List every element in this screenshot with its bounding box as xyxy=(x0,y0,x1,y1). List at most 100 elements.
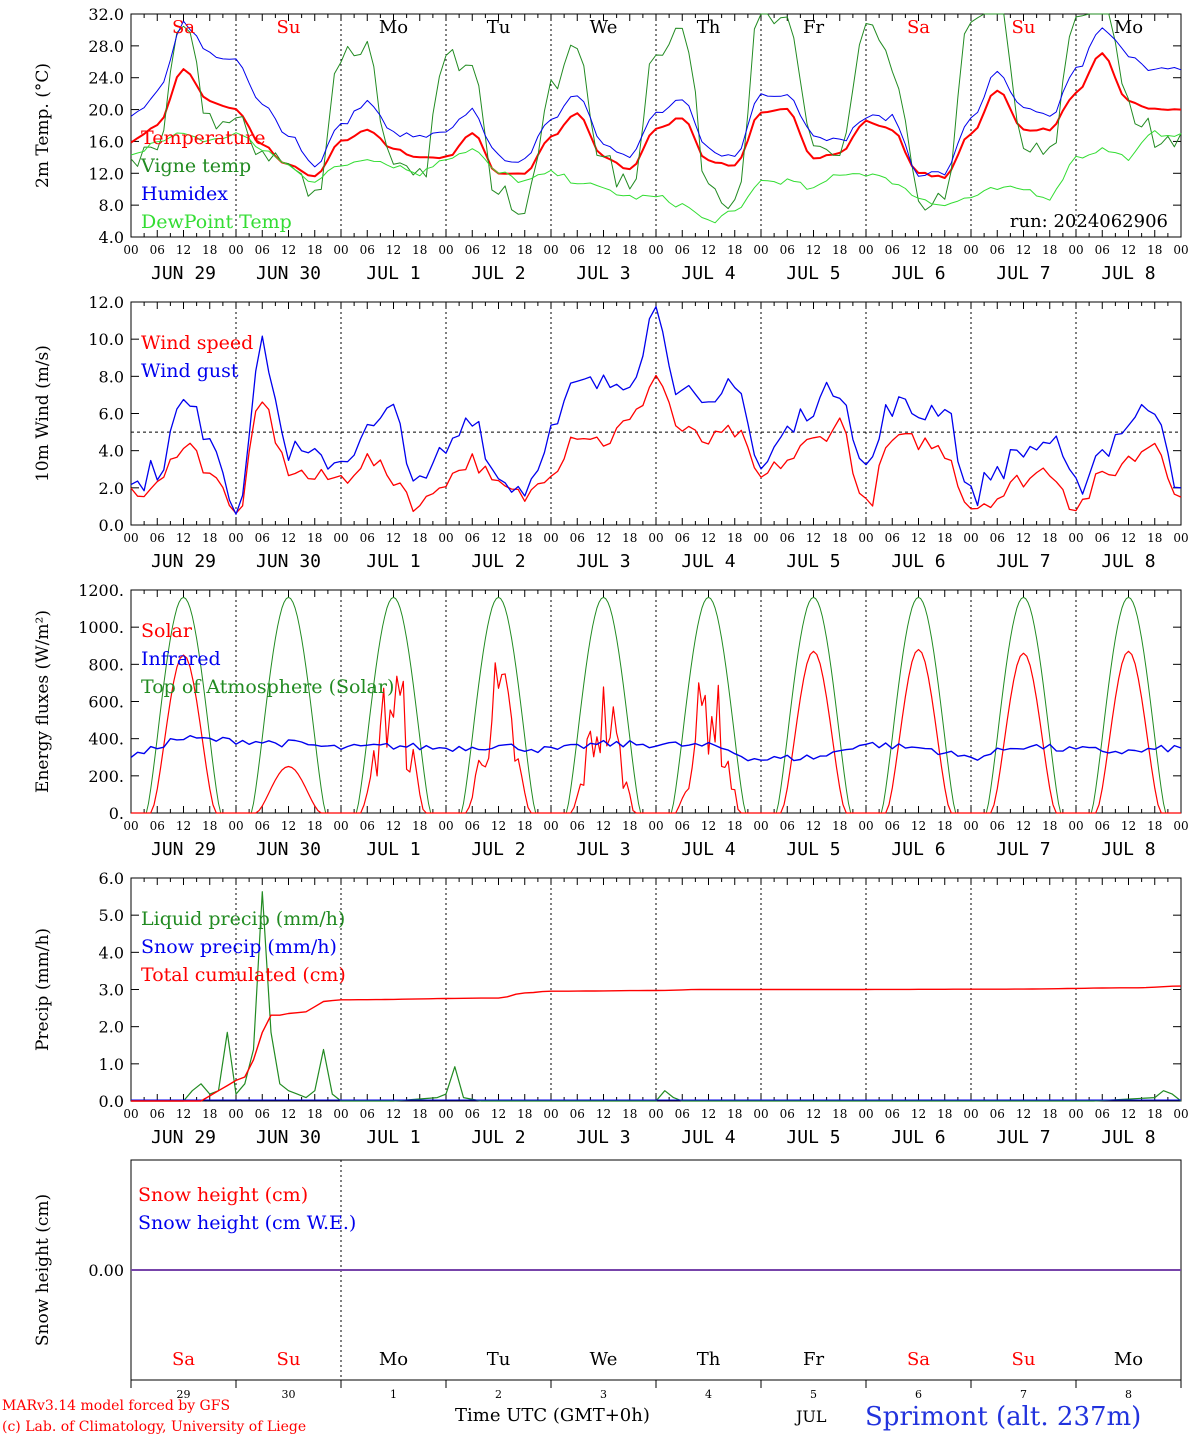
hour-tick-label: 12 xyxy=(386,243,401,257)
y-tick-label: 8.0 xyxy=(99,367,124,386)
hour-tick-label: 06 xyxy=(1095,819,1110,833)
date-label: JUL 8 xyxy=(1101,263,1155,284)
legend-precip: Liquid precip (mm/h) Snow precip (mm/h) To… xyxy=(141,908,346,986)
hour-tick-label: 18 xyxy=(202,531,217,545)
hour-tick-label: 00 xyxy=(123,531,138,545)
series-wind-gust xyxy=(130,306,1182,515)
date-label: JUL 5 xyxy=(786,263,840,284)
date-label: JUN 30 xyxy=(256,1127,321,1148)
hour-tick-label: 00 xyxy=(228,531,243,545)
y-tick-label: 2.0 xyxy=(99,479,124,498)
date-label: JUL 5 xyxy=(786,551,840,572)
date-label: JUL 2 xyxy=(471,263,525,284)
hour-tick-label: 18 xyxy=(307,243,322,257)
hour-tick-label: 18 xyxy=(1147,819,1162,833)
y-tick-label: 12.0 xyxy=(88,293,124,312)
hour-tick-label: 18 xyxy=(937,243,952,257)
panel-temp-frame: 00 06 12 18 00 06 12 18 00 06 12 18 00 06 12 18 00 06 12 18… xyxy=(123,13,1189,284)
hour-tick-label: 12 xyxy=(1121,531,1136,545)
hour-tick-label: 06 xyxy=(1095,531,1110,545)
date-label: JUL 2 xyxy=(471,1127,525,1148)
date-label: JUN 29 xyxy=(151,839,216,860)
y-tick-label: 0.0 xyxy=(99,1092,124,1111)
day-number: 2 xyxy=(495,1388,502,1401)
hour-tick-label: 18 xyxy=(832,243,847,257)
hour-tick-label: 00 xyxy=(1173,243,1188,257)
y-axis-label: Energy fluxes (W/m²) xyxy=(33,610,53,793)
credit-lab: (c) Lab. of Climatology, University of L… xyxy=(2,1419,307,1435)
y-axis-label: 2m Temp. (°C) xyxy=(33,63,53,188)
hour-tick-label: 06 xyxy=(990,1107,1005,1121)
series-liquid-precip xyxy=(131,891,1182,1102)
hour-tick-label: 00 xyxy=(333,819,348,833)
hour-tick-label: 12 xyxy=(596,243,611,257)
y-tick-label: 32.0 xyxy=(88,5,124,24)
day-name: Fr xyxy=(803,1349,824,1370)
hour-tick-label: 06 xyxy=(990,819,1005,833)
precip-series xyxy=(131,891,1182,1102)
hour-tick-label: 18 xyxy=(622,819,637,833)
hour-tick-label: 18 xyxy=(412,1107,427,1121)
hour-tick-label: 12 xyxy=(806,531,821,545)
hour-tick-label: 00 xyxy=(333,1107,348,1121)
hour-tick-label: 12 xyxy=(701,819,716,833)
hour-tick-label: 18 xyxy=(622,243,637,257)
y-tick-label: 800. xyxy=(88,655,124,674)
hour-tick-label: 06 xyxy=(1095,1107,1110,1121)
date-label: JUL 6 xyxy=(891,551,945,572)
hour-tick-label: 12 xyxy=(806,1107,821,1121)
day-name: Th xyxy=(697,17,721,38)
hour-tick-label: 00 xyxy=(753,819,768,833)
day-name: Mo xyxy=(1114,1349,1143,1370)
hour-tick-label: 12 xyxy=(911,243,926,257)
date-label: JUL 4 xyxy=(681,263,735,284)
hour-tick-label: 00 xyxy=(963,531,978,545)
y-axis-precip: 0.0 1.0 2.0 3.0 4.0 5.0 6.0 Precip (mm/h) xyxy=(33,869,1181,1111)
day-names-top: Sa Su Mo Tu We Th Fr Sa Su Mo xyxy=(172,17,1143,38)
y-tick-label: 0.0 xyxy=(99,516,124,535)
day-number: 29 xyxy=(177,1388,191,1401)
hour-tick-label: 00 xyxy=(753,243,768,257)
hour-tick-label: 12 xyxy=(176,1107,191,1121)
legend-entry: Vigne temp xyxy=(140,155,251,177)
hour-tick-label: 00 xyxy=(228,243,243,257)
panel-precip-frame: 00 06 12 18 00 06 12 18 00 06 12 18 00 06 12 18 00 06 12 18… xyxy=(123,877,1189,1148)
energy-series xyxy=(130,596,1182,814)
day-name: Mo xyxy=(379,17,408,38)
hour-tick-label: 12 xyxy=(1016,1107,1031,1121)
hour-tick-label: 18 xyxy=(412,243,427,257)
hour-tick-label: 06 xyxy=(360,1107,375,1121)
hour-tick-label: 12 xyxy=(491,531,506,545)
hour-tick-label: 18 xyxy=(1042,819,1057,833)
legend-temp: Temperature Vigne temp Humidex DewPoint Tem… xyxy=(140,127,292,233)
y-tick-label: 5.0 xyxy=(99,906,124,925)
hour-tick-label: 12 xyxy=(701,531,716,545)
hour-tick-label: 06 xyxy=(255,1107,270,1121)
hour-tick-label: 06 xyxy=(885,1107,900,1121)
hour-tick-label: 00 xyxy=(858,819,873,833)
date-label: JUL 7 xyxy=(996,263,1050,284)
y-tick-label: 3.0 xyxy=(99,981,124,1000)
legend-snow: Snow height (cm) Snow height (cm W.E.) xyxy=(138,1184,356,1234)
y-tick-label: 4.0 xyxy=(99,228,124,247)
hour-tick-label: 18 xyxy=(517,1107,532,1121)
hour-tick-label: 18 xyxy=(622,531,637,545)
day-name: Sa xyxy=(172,17,195,38)
day-name: Th xyxy=(697,1349,721,1370)
day-number: 7 xyxy=(1020,1388,1027,1401)
hour-tick-label: 06 xyxy=(780,243,795,257)
hour-tick-label: 06 xyxy=(255,531,270,545)
hour-tick-label: 00 xyxy=(963,819,978,833)
hour-tick-label: 12 xyxy=(596,819,611,833)
hour-tick-label: 06 xyxy=(570,243,585,257)
y-tick-label: 20.0 xyxy=(88,101,124,120)
station-title: Sprimont (alt. 237m) xyxy=(865,1402,1142,1432)
day-name: Mo xyxy=(1114,17,1143,38)
hour-tick-label: 06 xyxy=(780,531,795,545)
y-tick-label: 4.0 xyxy=(99,442,124,461)
credit-model: MARv3.14 model forced by GFS xyxy=(2,1398,231,1414)
hour-tick-label: 18 xyxy=(1042,531,1057,545)
hour-tick-label: 06 xyxy=(150,1107,165,1121)
hour-tick-label: 18 xyxy=(412,531,427,545)
date-label: JUL 3 xyxy=(576,551,630,572)
